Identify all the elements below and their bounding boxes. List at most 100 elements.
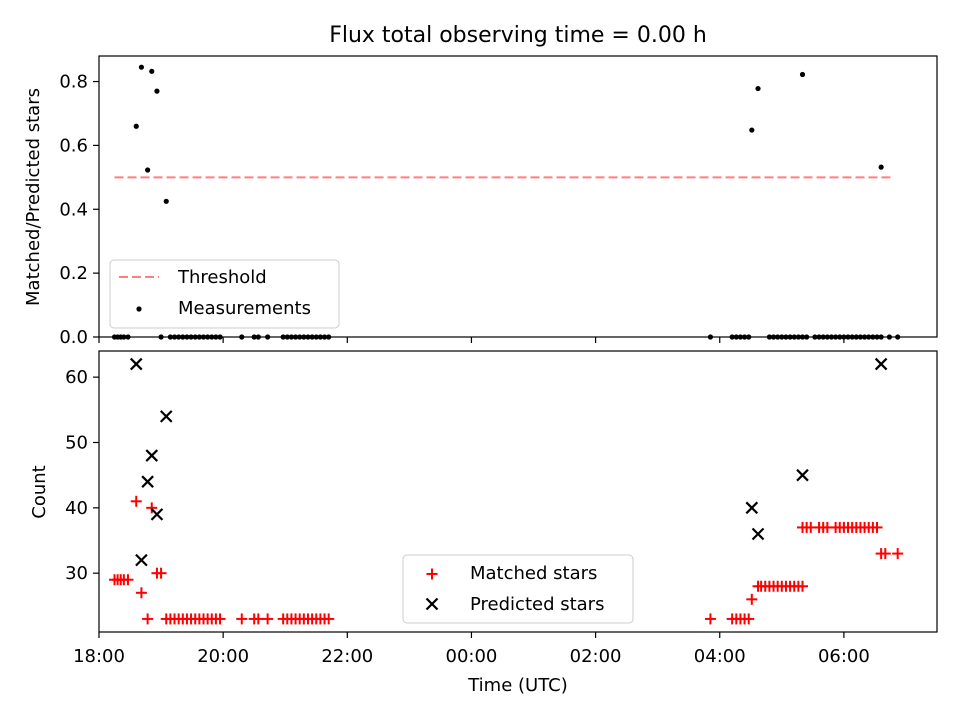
measurement-point [787, 334, 793, 340]
matched-ratio-panel: Matched/Predicted stars 0.00.20.40.60.8 … [23, 55, 938, 348]
matched-star-point [797, 580, 809, 592]
predicted-star-point-b [159, 410, 173, 423]
matched-star-point [146, 502, 158, 514]
count-points [109, 357, 904, 625]
predicted-star-point-b [751, 527, 765, 541]
matched-star-point [871, 521, 883, 533]
measurement-point [301, 334, 307, 340]
measurement-point [205, 334, 211, 340]
measurement-point [866, 334, 872, 340]
matched-star-point [135, 587, 147, 599]
bottom-y-axis-label: Count [29, 465, 50, 518]
measurement-point [280, 334, 286, 340]
matched-star-point [236, 613, 248, 625]
y-tick-label: 0.6 [59, 135, 88, 156]
measurement-point [213, 334, 219, 340]
y-tick-label: 40 [65, 498, 88, 519]
measurement-point [733, 334, 739, 340]
measurement-point [870, 334, 876, 340]
measurement-point [775, 334, 781, 340]
top-x-ticks [98, 337, 845, 343]
predicted-star-point-b [141, 475, 154, 488]
matched-star-point [252, 613, 264, 625]
y-tick-label: 30 [65, 563, 88, 584]
measurement-point [251, 334, 257, 340]
measurement-point [812, 334, 818, 340]
predicted-star-point-b [745, 501, 759, 515]
measurement-point [121, 334, 127, 340]
count-panel: Count Time (UTC) 30 40 50 60 18:00 20:00 22:0… [29, 350, 938, 696]
y-tick-label: 60 [65, 367, 88, 388]
predicted-star-point [159, 410, 173, 423]
measurement-point [292, 334, 299, 340]
matched-star-point [155, 567, 167, 579]
measurement-point [874, 334, 880, 340]
x-tick-label: 06:00 [818, 646, 870, 667]
measurement-point [239, 334, 245, 340]
predicted-star-point [796, 468, 809, 482]
matched-star-point [214, 613, 226, 625]
predicted-star-point [745, 501, 759, 515]
measurement-points [111, 64, 901, 340]
matched-stars-legend-icon [426, 568, 438, 580]
measurement-point [265, 334, 271, 340]
measurement-point [799, 71, 806, 78]
measurements-legend-label: Measurements [178, 298, 311, 319]
predicted-star-point [150, 508, 164, 521]
y-tick-label: 0.2 [59, 263, 88, 284]
measurement-point [154, 88, 160, 94]
x-tick-label: 22:00 [321, 646, 373, 667]
top-y-axis-label: Matched/Predicted stars [23, 88, 44, 306]
measurement-point [795, 334, 801, 340]
measurement-point [217, 334, 223, 340]
measurement-point [783, 334, 789, 340]
matched-star-point [704, 613, 716, 625]
measurement-point [125, 334, 131, 340]
x-tick-label: 02:00 [570, 646, 622, 667]
measurement-point [820, 334, 826, 340]
x-tick-label: 18:00 [73, 646, 125, 667]
x-tick-label: 04:00 [694, 646, 746, 667]
measurement-point [158, 334, 164, 340]
measurement-point [833, 334, 839, 340]
predicted-stars-legend-label: Predicted stars [470, 594, 604, 615]
matched-stars-legend-label: Matched stars [470, 563, 597, 584]
measurement-point [766, 334, 773, 340]
measurement-point [145, 167, 151, 173]
measurement-point [326, 334, 332, 340]
x-tick-label: 00:00 [446, 646, 498, 667]
predicted-legend-marker [425, 597, 439, 611]
top-legend: Threshold Measurements [109, 259, 340, 329]
measurement-point [857, 334, 864, 340]
matched-star-point [122, 574, 134, 586]
measurement-point [746, 334, 752, 340]
measurement-point [779, 334, 785, 340]
measurement-point [255, 334, 261, 340]
measurement-point [729, 334, 735, 340]
measurement-point [878, 334, 884, 340]
measurement-point [176, 334, 182, 340]
measurement-point [317, 334, 323, 340]
matched-star-point [746, 593, 758, 605]
bottom-legend-box [402, 554, 634, 624]
measurement-point [886, 334, 893, 340]
measurement-point [799, 334, 806, 340]
predicted-star-point-b [135, 553, 148, 567]
x-tick-label: 20:00 [197, 646, 249, 667]
measurement-point [749, 127, 755, 133]
y-tick-label: 50 [65, 432, 88, 453]
measurement-point [133, 123, 139, 129]
measurement-point [188, 334, 194, 340]
matched-star-point [262, 613, 274, 625]
predicted-star-point [145, 449, 159, 462]
x-axis-label: Time (UTC) [467, 675, 568, 696]
y-tick-label: 0.0 [59, 327, 88, 348]
measurement-point [138, 64, 145, 70]
measurement-point [305, 334, 311, 340]
top-y-ticks: 0.0 0.2 0.4 0.6 0.8 [59, 72, 99, 348]
predicted-star-point [751, 527, 765, 541]
matched-star-point [142, 613, 154, 625]
predicted-star-point-b [145, 449, 159, 462]
measurement-point [192, 334, 198, 340]
